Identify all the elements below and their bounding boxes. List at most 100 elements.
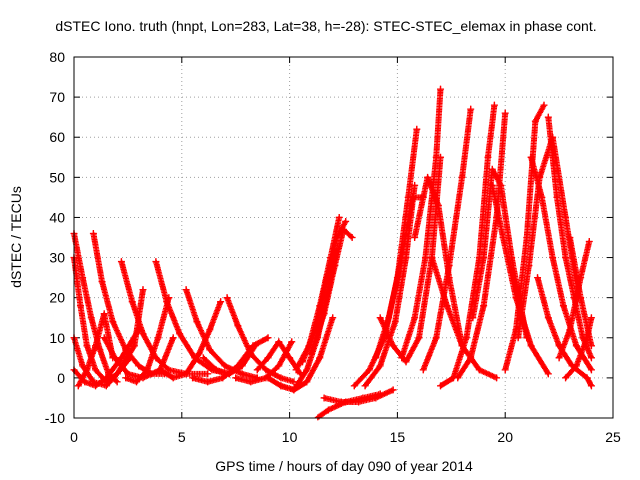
data-point <box>462 334 470 342</box>
series-43 <box>566 234 595 350</box>
data-point <box>76 302 84 310</box>
data-point <box>277 374 285 382</box>
series-35 <box>488 181 552 378</box>
data-point <box>238 362 246 370</box>
data-point <box>253 366 261 374</box>
data-point <box>221 362 229 370</box>
data-point <box>531 117 539 125</box>
data-point <box>92 382 100 390</box>
data-point <box>219 374 227 382</box>
data-point <box>437 382 445 390</box>
data-point <box>566 326 574 334</box>
data-point <box>411 234 419 241</box>
data-point <box>96 346 104 354</box>
data-point <box>534 274 542 282</box>
data-point <box>365 366 373 374</box>
data-point <box>329 314 337 322</box>
data-point <box>277 382 285 390</box>
data-point <box>139 330 147 338</box>
series-11 <box>182 286 261 382</box>
data-point <box>389 342 397 350</box>
data-point <box>324 406 332 414</box>
data-point <box>275 362 283 370</box>
data-point <box>83 366 91 374</box>
data-point <box>135 362 143 370</box>
data-point <box>376 314 384 322</box>
data-point <box>540 101 548 109</box>
x-tick-label: 5 <box>178 429 186 445</box>
data-point <box>385 314 393 322</box>
data-point <box>247 350 255 358</box>
y-tick-label: 30 <box>49 250 65 266</box>
x-tick-label: 10 <box>282 429 298 445</box>
data-point <box>372 354 380 362</box>
data-point <box>275 338 283 346</box>
data-point <box>189 374 197 382</box>
data-point <box>572 362 580 370</box>
data-point <box>292 366 300 374</box>
data-point <box>337 398 345 406</box>
data-point <box>467 105 475 113</box>
data-point <box>264 354 272 362</box>
data-point <box>234 322 242 330</box>
data-point <box>299 358 307 366</box>
data-point <box>587 382 595 390</box>
data-point <box>555 354 563 362</box>
data-point <box>376 362 384 370</box>
data-point <box>572 342 580 350</box>
y-axis-label: dSTEC / TECUs <box>8 186 24 288</box>
series-30 <box>419 105 475 374</box>
data-point <box>475 366 483 374</box>
data-point <box>419 366 427 374</box>
data-point <box>307 350 315 358</box>
data-point <box>176 330 184 338</box>
series-13 <box>199 342 259 378</box>
x-axis-label: GPS time / hours of day 090 of year 2014 <box>215 458 473 474</box>
data-point <box>458 173 466 181</box>
data-point <box>402 358 410 366</box>
data-point <box>92 366 100 374</box>
data-point <box>454 374 462 382</box>
data-point <box>424 173 432 181</box>
series-3 <box>70 326 143 390</box>
data-point <box>232 374 240 382</box>
data-marks <box>70 85 595 421</box>
data-point <box>182 286 190 294</box>
data-point <box>204 370 212 378</box>
data-point <box>497 181 505 189</box>
data-point <box>111 354 119 362</box>
data-point <box>288 338 296 346</box>
data-point <box>320 310 328 318</box>
data-point <box>445 262 453 270</box>
data-point <box>113 370 121 378</box>
data-point <box>428 254 436 262</box>
data-point <box>152 258 160 266</box>
data-point <box>408 193 416 201</box>
data-point <box>549 254 557 262</box>
data-point <box>225 370 233 378</box>
data-point <box>122 374 130 382</box>
data-point <box>122 346 130 354</box>
x-tick-label: 20 <box>497 429 513 445</box>
x-tick-labels: 0 5 10 15 20 25 <box>70 429 621 445</box>
data-point <box>109 318 117 326</box>
data-point <box>128 298 136 306</box>
series-10 <box>156 298 225 382</box>
y-tick-label: 20 <box>49 290 65 306</box>
data-point <box>204 378 212 386</box>
data-point <box>193 318 201 326</box>
series-markers <box>293 214 343 373</box>
data-point <box>469 314 477 322</box>
series-28 <box>398 85 445 362</box>
data-point <box>303 366 311 374</box>
data-point <box>527 153 535 161</box>
data-point <box>467 354 475 362</box>
series-14 <box>223 294 298 386</box>
data-point <box>501 366 509 374</box>
y-tick-labels: -10 0 10 20 30 40 50 60 70 80 <box>45 49 65 426</box>
data-point <box>113 378 121 386</box>
data-point <box>212 366 220 374</box>
data-point <box>206 326 214 334</box>
data-point <box>398 254 406 262</box>
